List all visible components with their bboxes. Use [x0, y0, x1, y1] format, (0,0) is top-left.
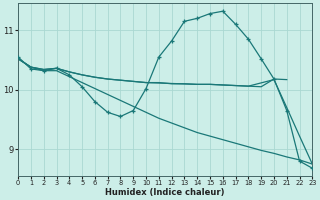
X-axis label: Humidex (Indice chaleur): Humidex (Indice chaleur): [106, 188, 225, 197]
